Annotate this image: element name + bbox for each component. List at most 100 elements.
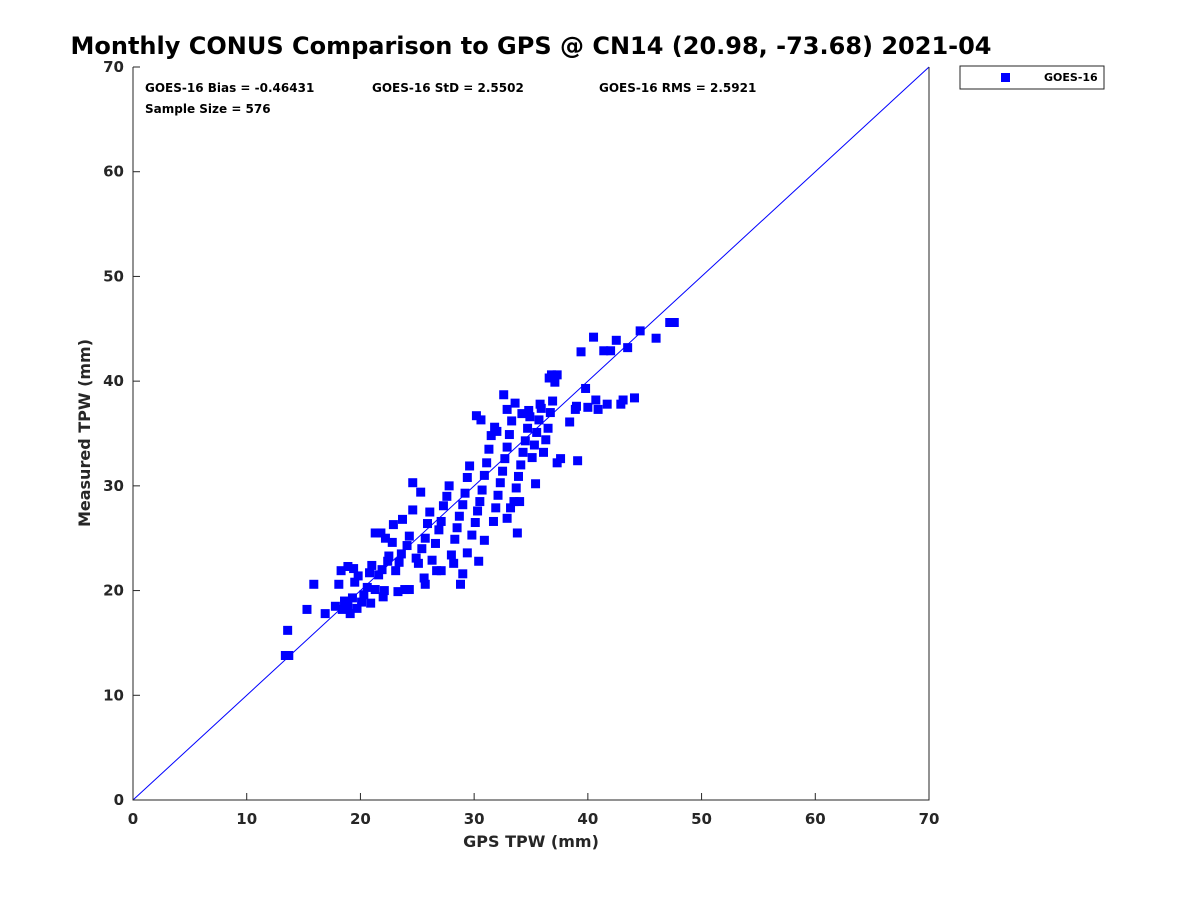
data-point	[465, 461, 475, 471]
data-point	[570, 404, 580, 414]
bias-stat: GOES-16 Bias = -0.46431	[145, 81, 314, 95]
data-point	[458, 500, 468, 510]
data-point	[479, 535, 489, 545]
y-tick-label: 30	[103, 477, 124, 495]
data-point	[546, 370, 556, 380]
data-point	[581, 383, 591, 393]
data-point	[611, 335, 621, 345]
x-tick-label: 20	[350, 810, 371, 828]
data-point	[491, 503, 501, 513]
data-point	[376, 528, 386, 538]
data-point	[532, 427, 542, 437]
data-point	[455, 579, 465, 589]
data-point	[475, 497, 485, 507]
one-to-one-line	[132, 66, 930, 801]
data-point	[479, 470, 489, 480]
data-point	[442, 491, 452, 501]
data-point	[458, 569, 468, 579]
data-point	[284, 650, 294, 660]
data-point	[462, 548, 472, 558]
data-point	[477, 485, 487, 495]
data-point	[550, 377, 560, 387]
chart-title: Monthly CONUS Comparison to GPS @ CN14 (…	[71, 32, 992, 60]
data-point	[548, 396, 558, 406]
data-point	[370, 528, 380, 538]
x-tick-label: 0	[128, 810, 138, 828]
data-point	[384, 551, 394, 561]
data-point	[337, 604, 347, 614]
data-point	[669, 318, 679, 328]
data-point	[283, 625, 293, 635]
data-point	[488, 516, 498, 526]
data-point	[504, 430, 514, 440]
y-tick-label: 0	[114, 791, 124, 809]
data-point	[408, 478, 418, 488]
data-point	[383, 556, 393, 566]
data-point	[470, 518, 480, 528]
data-point	[599, 346, 609, 356]
data-point	[350, 577, 360, 587]
data-point	[502, 442, 512, 452]
data-point	[583, 402, 593, 412]
data-point	[393, 587, 403, 597]
y-tick-label: 40	[103, 372, 124, 390]
data-point	[334, 579, 344, 589]
data-point	[366, 598, 376, 608]
data-point	[511, 483, 521, 493]
data-point	[513, 471, 523, 481]
data-point	[471, 411, 481, 421]
data-point	[413, 558, 423, 568]
x-axis-label: GPS TPW (mm)	[463, 832, 599, 851]
data-point	[531, 479, 541, 489]
data-point	[398, 514, 408, 524]
data-point	[377, 565, 387, 575]
data-point	[427, 555, 437, 565]
legend-marker	[1001, 73, 1010, 82]
data-point	[527, 453, 537, 463]
data-point	[541, 435, 551, 445]
data-point	[345, 609, 355, 619]
y-axis-label: Measured TPW (mm)	[75, 339, 94, 527]
data-point	[589, 332, 599, 342]
axes-frame	[132, 67, 930, 801]
data-point	[416, 487, 426, 497]
data-point	[404, 585, 414, 595]
data-point	[391, 566, 401, 576]
data-point	[534, 415, 544, 425]
data-point	[524, 405, 534, 415]
data-point	[362, 582, 372, 592]
data-point	[518, 447, 528, 457]
data-point	[492, 426, 502, 436]
data-point	[502, 513, 512, 523]
data-point	[565, 417, 575, 427]
x-tick-label: 50	[691, 810, 712, 828]
data-point	[452, 523, 462, 533]
data-point	[495, 478, 505, 488]
data-point	[552, 370, 562, 380]
data-point	[498, 466, 508, 476]
data-point	[506, 503, 516, 513]
data-point	[408, 505, 418, 515]
data-point	[417, 544, 427, 554]
data-point	[343, 600, 353, 610]
data-point	[425, 507, 435, 517]
data-point	[434, 525, 444, 535]
data-point	[446, 550, 456, 560]
data-point	[436, 516, 446, 526]
data-point	[438, 501, 448, 511]
data-point	[420, 533, 430, 543]
y-tick-label: 70	[103, 58, 124, 76]
data-point	[343, 561, 353, 571]
data-point	[349, 564, 359, 574]
data-point	[380, 533, 390, 543]
data-point	[484, 444, 494, 454]
data-point	[500, 454, 510, 464]
data-point	[510, 398, 520, 408]
x-tick-label: 70	[919, 810, 940, 828]
data-point	[336, 566, 346, 576]
data-point	[359, 590, 369, 600]
data-point	[635, 326, 645, 336]
data-point	[370, 585, 380, 595]
data-point	[444, 481, 454, 491]
